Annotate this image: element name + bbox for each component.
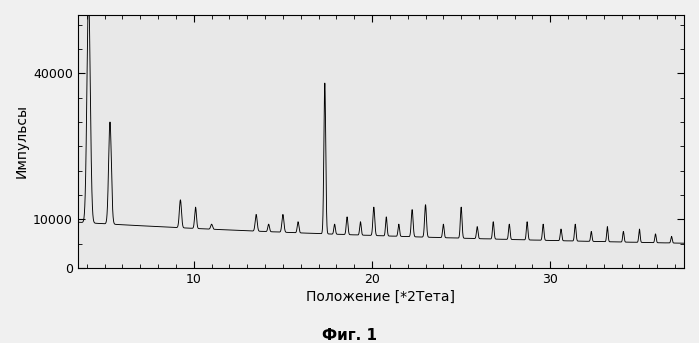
Y-axis label: Импульсы: Импульсы <box>15 105 29 178</box>
X-axis label: Положение [*2Тета]: Положение [*2Тета] <box>306 290 456 304</box>
Text: Фиг. 1: Фиг. 1 <box>322 328 377 343</box>
